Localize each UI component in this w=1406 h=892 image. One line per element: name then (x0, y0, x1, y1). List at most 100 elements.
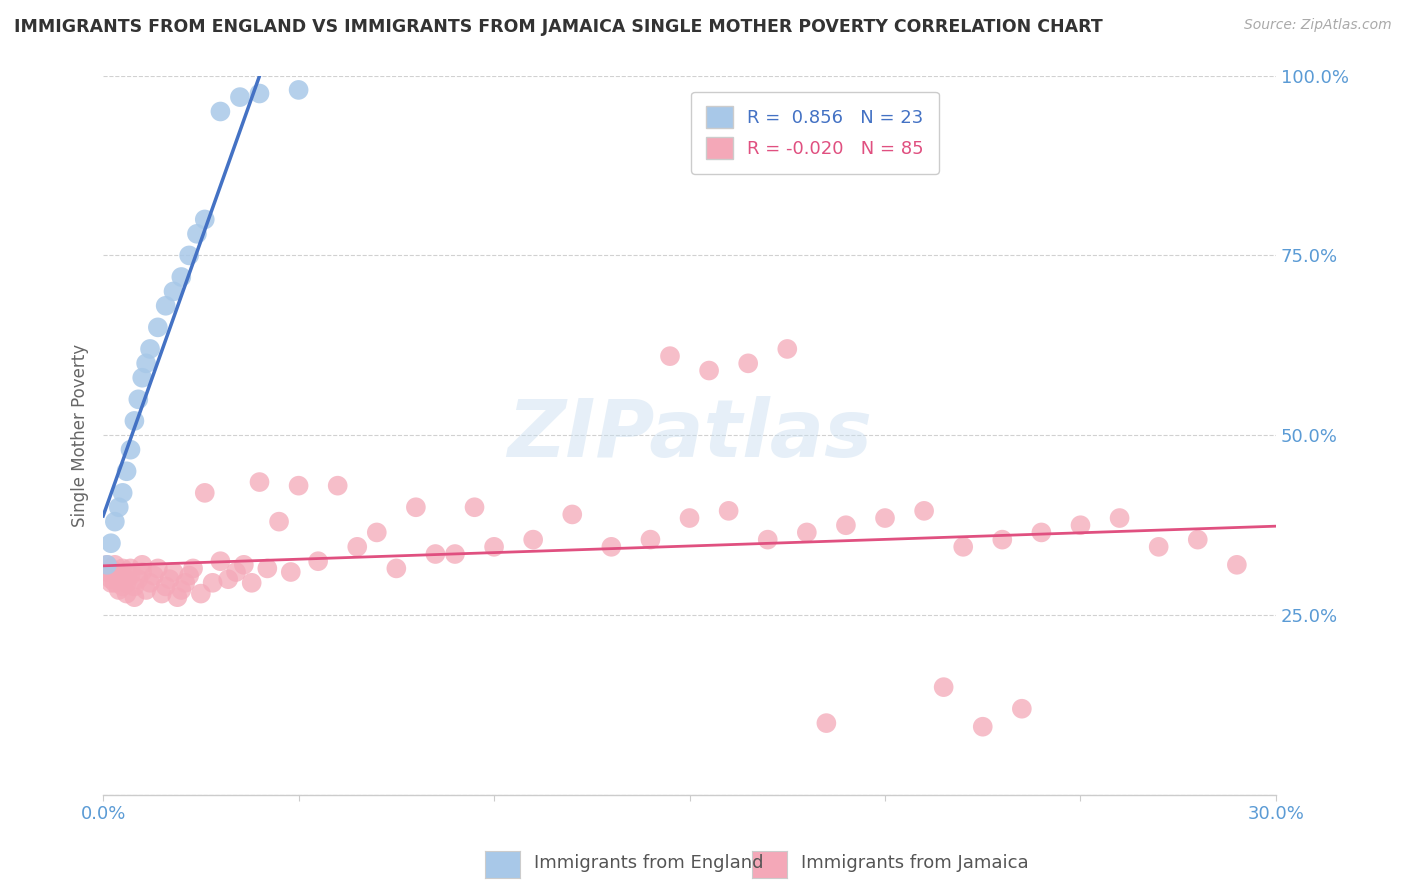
Point (115, 586, 138, 600)
Point (287, 83, 309, 97)
Point (225, 565, 247, 579)
Point (815, 716, 838, 731)
Point (912, 504, 935, 518)
Point (107, 572, 129, 586)
Point (107, 500, 129, 515)
Point (1031, 525, 1053, 540)
Point (249, 475, 271, 489)
Point (385, 561, 408, 575)
Point (326, 478, 349, 492)
Point (194, 212, 217, 227)
Point (287, 478, 309, 492)
Point (678, 511, 700, 525)
Point (111, 568, 134, 582)
Point (162, 565, 184, 579)
Point (159, 572, 181, 586)
Point (104, 558, 127, 572)
Point (179, 248, 201, 262)
Legend: R =  0.856   N = 23, R = -0.020   N = 85: R = 0.856 N = 23, R = -0.020 N = 85 (692, 92, 939, 174)
Point (561, 508, 583, 522)
Point (96, 558, 118, 572)
Point (104, 575, 127, 590)
Point (135, 582, 157, 597)
Point (111, 561, 134, 575)
Point (640, 533, 662, 547)
Point (522, 533, 544, 547)
Point (209, 104, 232, 119)
Point (131, 558, 153, 572)
Point (139, 575, 162, 590)
Point (131, 370, 153, 384)
Point (307, 554, 329, 568)
Point (756, 533, 779, 547)
Point (209, 554, 232, 568)
Point (146, 561, 169, 575)
Point (366, 525, 388, 540)
Text: ZIPatlas: ZIPatlas (508, 396, 872, 475)
Point (100, 572, 122, 586)
Point (155, 299, 177, 313)
Point (166, 590, 188, 604)
Point (796, 525, 818, 540)
Point (249, 87, 271, 101)
Point (107, 582, 129, 597)
Point (124, 579, 146, 593)
Text: Immigrants from Jamaica: Immigrants from Jamaica (801, 855, 1029, 872)
Point (146, 320, 169, 334)
Point (600, 540, 623, 554)
Point (131, 565, 153, 579)
Point (111, 579, 134, 593)
Point (186, 227, 208, 241)
Point (425, 547, 447, 561)
Point (280, 565, 302, 579)
Point (1187, 533, 1209, 547)
Point (120, 568, 142, 582)
Point (150, 586, 173, 600)
Point (873, 511, 896, 525)
Text: Source: ZipAtlas.com: Source: ZipAtlas.com (1244, 18, 1392, 32)
Point (100, 575, 122, 590)
Point (179, 568, 201, 582)
Y-axis label: Single Mother Poverty: Single Mother Poverty (72, 343, 89, 527)
Text: IMMIGRANTS FROM ENGLAND VS IMMIGRANTS FROM JAMAICA SINGLE MOTHER POVERTY CORRELA: IMMIGRANTS FROM ENGLAND VS IMMIGRANTS FR… (14, 18, 1102, 36)
Point (194, 486, 217, 500)
Point (120, 442, 142, 457)
Point (464, 500, 486, 515)
Point (1226, 558, 1249, 572)
Point (659, 349, 682, 363)
Point (952, 540, 974, 554)
Point (162, 285, 184, 299)
Point (717, 504, 740, 518)
Point (217, 572, 239, 586)
Point (115, 575, 138, 590)
Point (142, 568, 165, 582)
Point (100, 536, 122, 550)
Point (991, 533, 1014, 547)
Point (737, 356, 759, 370)
Point (96, 565, 118, 579)
Point (100, 561, 122, 575)
Point (1108, 511, 1130, 525)
Point (135, 356, 157, 370)
Point (155, 579, 177, 593)
Point (1069, 518, 1091, 533)
Point (201, 575, 224, 590)
Text: Immigrants from England: Immigrants from England (534, 855, 763, 872)
Point (444, 547, 467, 561)
Point (115, 464, 138, 478)
Point (1011, 702, 1033, 716)
Point (120, 561, 142, 575)
Point (229, 90, 252, 104)
Point (174, 575, 197, 590)
Point (835, 518, 858, 533)
Point (972, 720, 994, 734)
Point (104, 515, 127, 529)
Point (346, 540, 368, 554)
Point (170, 582, 193, 597)
Point (139, 342, 162, 356)
Point (1147, 540, 1170, 554)
Point (482, 540, 505, 554)
Point (932, 680, 955, 694)
Point (267, 515, 290, 529)
Point (111, 486, 134, 500)
